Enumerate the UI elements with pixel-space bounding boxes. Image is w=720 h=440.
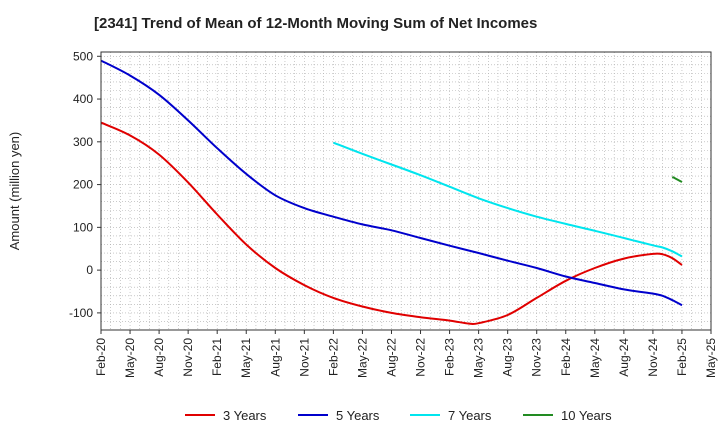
x-tick-label: May-20 bbox=[123, 338, 137, 378]
x-tick-label: Aug-22 bbox=[384, 338, 398, 377]
series-line-2 bbox=[100, 59, 683, 307]
y-tick-label: 0 bbox=[86, 263, 93, 277]
x-tick-label: May-24 bbox=[588, 338, 602, 378]
x-tick-label: Feb-25 bbox=[675, 338, 689, 376]
x-tick-label: Aug-23 bbox=[501, 338, 515, 377]
series-line-4 bbox=[671, 176, 683, 183]
series-line-3 bbox=[333, 141, 683, 258]
x-tick-label: Feb-23 bbox=[443, 338, 457, 376]
x-tick-label: Aug-24 bbox=[617, 338, 631, 377]
x-tick-label: May-23 bbox=[472, 338, 486, 378]
x-tick-label: Feb-20 bbox=[94, 338, 108, 376]
x-tick-label: Nov-22 bbox=[414, 338, 428, 377]
x-tick-label: Feb-21 bbox=[210, 338, 224, 376]
plot-frame bbox=[100, 51, 712, 331]
x-tick-label: Nov-21 bbox=[297, 338, 311, 377]
x-tick-label: Nov-23 bbox=[530, 338, 544, 377]
x-tick-label: Aug-21 bbox=[268, 338, 282, 377]
x-tick-label: May-21 bbox=[239, 338, 253, 378]
y-axis-title: Amount (million yen) bbox=[7, 132, 22, 251]
x-tick-label: May-25 bbox=[704, 338, 718, 378]
legend-label-2: 5 Years bbox=[336, 408, 380, 423]
legend-label-4: 10 Years bbox=[561, 408, 612, 423]
chart-title: [2341] Trend of Mean of 12-Month Moving … bbox=[94, 15, 538, 32]
y-tick-label: 400 bbox=[73, 92, 93, 106]
x-tick-label: Feb-22 bbox=[326, 338, 340, 376]
legend-label-1: 3 Years bbox=[223, 408, 267, 423]
series-line-1 bbox=[100, 121, 683, 326]
x-tick-label: Aug-20 bbox=[152, 338, 166, 377]
y-tick-label: -100 bbox=[69, 306, 93, 320]
y-tick-label: 500 bbox=[73, 49, 93, 63]
legend-label-3: 7 Years bbox=[448, 408, 492, 423]
x-tick-label: Nov-20 bbox=[181, 338, 195, 377]
x-tick-label: Nov-24 bbox=[646, 338, 660, 377]
x-tick-label: Feb-24 bbox=[559, 338, 573, 376]
y-tick-label: 300 bbox=[73, 135, 93, 149]
plot-area bbox=[101, 52, 711, 330]
x-tick-label: May-22 bbox=[355, 338, 369, 378]
y-tick-label: 100 bbox=[73, 220, 93, 234]
y-tick-label: 200 bbox=[73, 178, 93, 192]
